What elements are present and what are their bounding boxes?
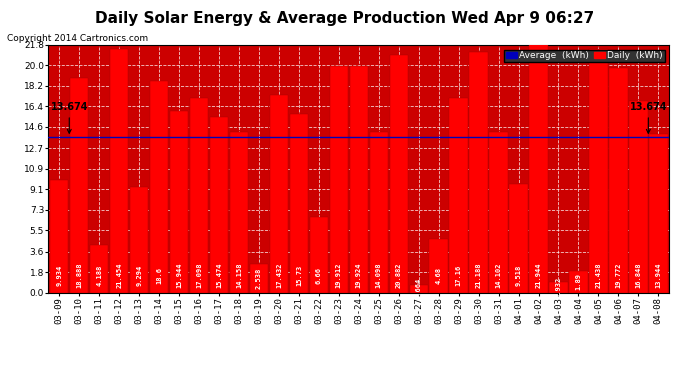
Text: 9.294: 9.294	[136, 265, 142, 286]
Text: 18.6: 18.6	[156, 267, 162, 284]
Bar	[50, 180, 68, 292]
Bar	[390, 56, 408, 292]
Text: 13.674: 13.674	[629, 102, 667, 133]
Bar	[330, 66, 348, 292]
Text: 9.518: 9.518	[515, 265, 522, 286]
Text: Daily Solar Energy & Average Production Wed Apr 9 06:27: Daily Solar Energy & Average Production …	[95, 11, 595, 26]
Text: 13.674: 13.674	[50, 102, 88, 133]
Bar	[429, 239, 448, 292]
Bar	[509, 184, 528, 292]
Bar	[629, 101, 647, 292]
Bar	[170, 111, 188, 292]
Text: 21.438: 21.438	[595, 263, 602, 288]
Bar	[270, 94, 288, 292]
Bar	[449, 98, 468, 292]
Bar	[529, 44, 548, 292]
Bar	[489, 132, 508, 292]
Bar	[130, 187, 148, 292]
Text: 20.882: 20.882	[396, 263, 402, 288]
Legend: Average  (kWh), Daily  (kWh): Average (kWh), Daily (kWh)	[504, 50, 664, 62]
Text: 13.944: 13.944	[656, 263, 661, 288]
Text: 1.89: 1.89	[575, 273, 582, 290]
Text: 17.098: 17.098	[196, 263, 202, 288]
Text: 19.772: 19.772	[615, 263, 622, 288]
Text: 18.888: 18.888	[77, 263, 82, 288]
Text: 14.158: 14.158	[236, 263, 242, 288]
Bar	[350, 66, 368, 292]
Bar	[609, 68, 628, 292]
Text: 16.848: 16.848	[635, 263, 641, 288]
Text: 9.934: 9.934	[57, 265, 62, 286]
Text: 2.538: 2.538	[256, 267, 262, 289]
Text: Copyright 2014 Cartronics.com: Copyright 2014 Cartronics.com	[7, 34, 148, 43]
Text: 21.454: 21.454	[116, 263, 122, 288]
Bar	[469, 52, 488, 292]
Bar	[110, 49, 128, 292]
Text: 6.66: 6.66	[316, 267, 322, 284]
Bar	[70, 78, 88, 292]
Bar	[370, 132, 388, 292]
Bar	[150, 81, 168, 292]
Text: 14.102: 14.102	[495, 263, 502, 288]
Text: 19.924: 19.924	[356, 263, 362, 288]
Text: 17.16: 17.16	[455, 265, 462, 286]
Bar	[410, 285, 428, 292]
Bar	[230, 132, 248, 292]
Bar	[290, 114, 308, 292]
Text: 17.432: 17.432	[276, 263, 282, 288]
Text: 4.188: 4.188	[96, 265, 102, 286]
Bar	[90, 245, 108, 292]
Text: 21.188: 21.188	[475, 263, 482, 288]
Bar	[210, 117, 228, 292]
Text: 4.68: 4.68	[435, 267, 442, 284]
Text: 15.474: 15.474	[216, 263, 222, 288]
Text: 0.932: 0.932	[555, 277, 562, 298]
Bar	[589, 49, 608, 292]
Text: 19.912: 19.912	[336, 263, 342, 288]
Text: 21.944: 21.944	[535, 263, 542, 288]
Bar	[310, 217, 328, 292]
Bar	[569, 271, 588, 292]
Bar	[190, 98, 208, 292]
Text: 14.098: 14.098	[376, 263, 382, 288]
Bar	[549, 282, 568, 292]
Text: 15.944: 15.944	[176, 263, 182, 288]
Bar	[250, 264, 268, 292]
Bar	[649, 134, 667, 292]
Text: 0.664: 0.664	[415, 278, 422, 299]
Text: 15.73: 15.73	[296, 265, 302, 286]
